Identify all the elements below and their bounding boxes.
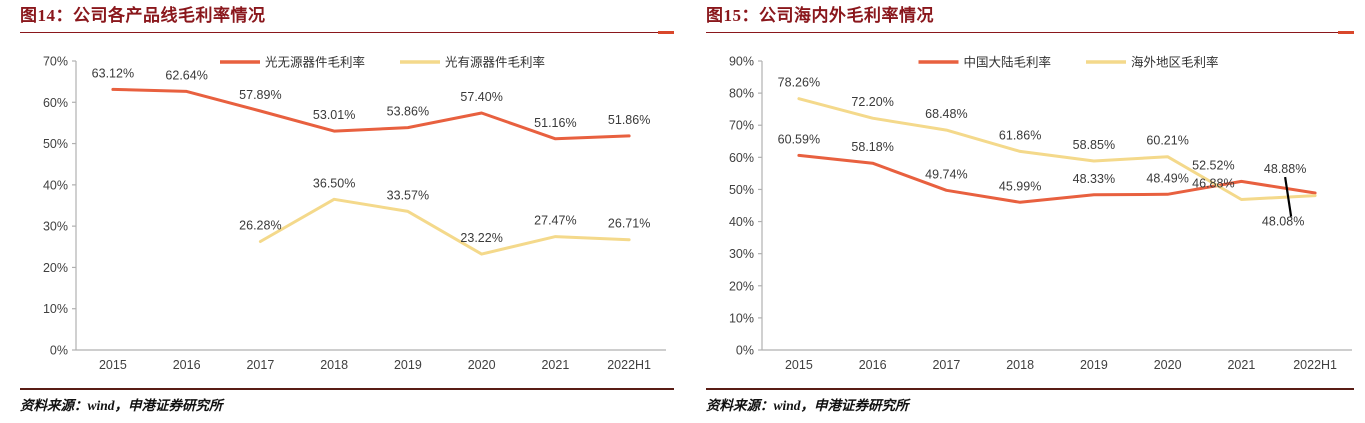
x-tick-label: 2015 (785, 358, 813, 372)
legend-label: 光有源器件毛利率 (445, 55, 545, 70)
y-tick-label: 60% (729, 151, 754, 165)
legend-item: 光有源器件毛利率 (400, 55, 545, 70)
data-label: 23.22% (460, 231, 502, 245)
label-leader-line (1284, 176, 1293, 217)
legend-label: 海外地区毛利率 (1131, 55, 1219, 70)
data-label: 51.16% (534, 116, 576, 130)
data-label: 26.28% (239, 219, 281, 233)
source-note: 资料来源：wind，申港证券研究所 (706, 398, 909, 413)
data-label: 62.64% (165, 68, 207, 82)
series-line (258, 197, 631, 256)
x-tick-label: 2022H1 (607, 358, 651, 372)
data-label: 52.52% (1192, 158, 1234, 172)
legend-item: 光无源器件毛利率 (220, 55, 365, 70)
data-label: 60.59% (778, 132, 820, 146)
data-label: 58.18% (851, 140, 893, 154)
y-tick-label: 10% (729, 311, 754, 325)
x-tick-label: 2016 (859, 358, 887, 372)
legend-item: 海外地区毛利率 (1086, 55, 1219, 70)
y-tick-label: 80% (729, 87, 754, 101)
data-label: 60.21% (1146, 134, 1188, 148)
y-tick-label: 20% (43, 261, 68, 275)
data-label: 78.26% (778, 76, 820, 90)
figure-panel-14: 图14：公司各产品线毛利率情况 0% 10% 20% 30% 40% 50% 60% 70% 2… (0, 0, 682, 423)
y-tick-label: 90% (729, 55, 754, 69)
data-label: 48.08% (1262, 215, 1304, 229)
title-rule (20, 30, 674, 34)
series-line (111, 87, 631, 141)
data-label: 72.20% (851, 95, 893, 109)
x-tick-label: 2015 (99, 358, 127, 372)
x-tick-label: 2021 (541, 358, 569, 372)
y-tick-label: 70% (729, 119, 754, 133)
data-label: 53.01% (313, 108, 355, 122)
x-tick-label: 2022H1 (1293, 358, 1337, 372)
y-tick-label: 50% (43, 137, 68, 151)
footer-rule (706, 388, 1354, 390)
data-label: 36.50% (313, 176, 355, 190)
x-tick-label: 2016 (173, 358, 201, 372)
footer-rule (20, 388, 674, 390)
chart-canvas-product-lines: 0% 10% 20% 30% 40% 50% 60% 70% 2015 2016 2017 2018 2… (43, 55, 666, 372)
x-tick-label: 2019 (1080, 358, 1108, 372)
y-tick-label: 0% (736, 344, 754, 358)
data-label: 61.86% (999, 128, 1041, 142)
data-label: 58.85% (1073, 138, 1115, 152)
legend-label: 光无源器件毛利率 (265, 55, 365, 70)
x-tick-label: 2020 (468, 358, 496, 372)
series-line (797, 97, 1317, 201)
title-rule (706, 30, 1354, 34)
y-tick-label: 20% (729, 279, 754, 293)
y-tick-label: 50% (729, 183, 754, 197)
x-tick-label: 2018 (1006, 358, 1034, 372)
data-label: 57.40% (460, 90, 502, 104)
data-label: 51.86% (608, 113, 650, 127)
data-label: 46.88% (1192, 176, 1234, 190)
legend-label: 中国大陆毛利率 (964, 55, 1052, 70)
data-label: 48.33% (1073, 172, 1115, 186)
y-tick-label: 30% (43, 220, 68, 234)
data-label: 57.89% (239, 88, 281, 102)
figure-panel-15: 图15：公司海内外毛利率情况 0% 10% 20% 30% 40% 50% 60% 70% 80… (682, 0, 1364, 423)
data-label: 63.12% (92, 66, 134, 80)
figure-15-title: 图15：公司海内外毛利率情况 (706, 6, 934, 25)
x-tick-label: 2021 (1227, 358, 1255, 372)
y-tick-label: 70% (43, 55, 68, 69)
legend-item: 中国大陆毛利率 (918, 55, 1052, 70)
x-tick-label: 2020 (1154, 358, 1182, 372)
data-label: 45.99% (999, 179, 1041, 193)
data-label: 48.88% (1264, 162, 1306, 176)
x-tick-label: 2017 (932, 358, 960, 372)
y-tick-label: 40% (43, 178, 68, 192)
x-tick-label: 2019 (394, 358, 422, 372)
data-label: 26.71% (608, 217, 650, 231)
title-rule-accent (1338, 30, 1354, 34)
series-line (797, 153, 1317, 204)
y-tick-label: 60% (43, 96, 68, 110)
y-tick-label: 40% (729, 215, 754, 229)
x-tick-label: 2018 (320, 358, 348, 372)
data-label: 48.49% (1146, 171, 1188, 185)
data-label: 53.86% (387, 105, 429, 119)
y-tick-label: 30% (729, 247, 754, 261)
data-label: 68.48% (925, 107, 967, 121)
y-tick-label: 10% (43, 302, 68, 316)
figure-14-title: 图14：公司各产品线毛利率情况 (20, 6, 266, 25)
data-label: 27.47% (534, 214, 576, 228)
data-label: 33.57% (387, 188, 429, 202)
chart-canvas-domestic-overseas: 0% 10% 20% 30% 40% 50% 60% 70% 80% 90% 2015 2016 201… (729, 55, 1352, 372)
x-tick-label: 2017 (246, 358, 274, 372)
source-note: 资料来源：wind，申港证券研究所 (20, 398, 223, 413)
title-rule-accent (658, 30, 674, 34)
y-tick-label: 0% (50, 344, 68, 358)
data-label: 49.74% (925, 167, 967, 181)
